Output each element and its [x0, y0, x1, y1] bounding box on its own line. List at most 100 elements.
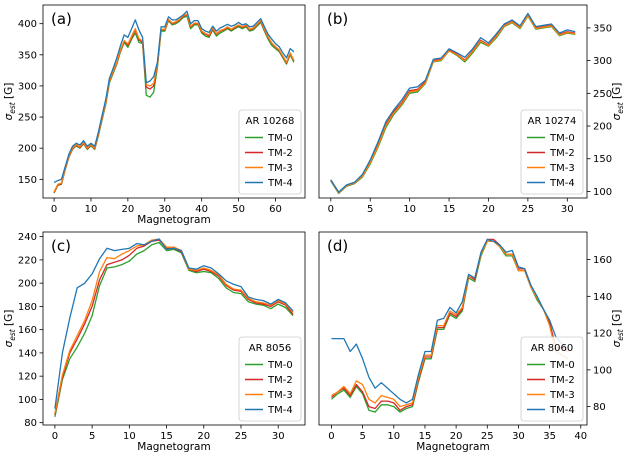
x-tick-label: 30 — [561, 204, 574, 215]
legend: AR 8060 TM-0 TM-2 TM-3 TM-4 — [520, 336, 584, 422]
y-tick-label: 240 — [18, 232, 37, 243]
x-tick-label: 5 — [359, 431, 365, 442]
legend-title: AR 8056 — [249, 343, 291, 354]
legend-entry-tm-3: TM-3 — [267, 163, 293, 174]
y-axis-label-subscript: est — [616, 101, 625, 114]
y-tick-label: 400 — [18, 19, 37, 30]
chart-panel-4: 0 5 10 15 20 25 30 35 40 80 100 120 140 160 Magnetogra… — [318, 231, 625, 453]
x-tick-label: 20 — [197, 431, 210, 442]
legend-entry-tm-3: TM-3 — [549, 163, 575, 174]
legend-title: AR 8060 — [531, 343, 573, 354]
legend-box — [238, 109, 302, 195]
y-axis-label-unit: [G] — [611, 310, 623, 330]
legend-entry-tm-4: TM-4 — [549, 178, 575, 189]
x-tick-label: 15 — [443, 204, 456, 215]
y-tick-label: 100 — [18, 395, 37, 406]
x-tick-label: 10 — [85, 204, 98, 215]
x-tick-label: 10 — [403, 204, 416, 215]
y-tick-label: 300 — [18, 81, 37, 92]
series-line-tm-4 — [54, 238, 294, 409]
y-tick-label: 150 — [18, 175, 37, 186]
legend-title: AR 10274 — [528, 116, 577, 127]
legend-entry-tm-0: TM-0 — [549, 360, 575, 371]
y-axis-label-symbol: σ — [611, 113, 623, 120]
chart-panel-3: 0 5 10 15 20 25 30 80 100 120 140 160 180 200 220 240 Ma… — [3, 231, 306, 453]
x-tick-label: 30 — [272, 431, 285, 442]
series-group — [331, 238, 569, 413]
series-group — [53, 10, 295, 194]
legend-entry-tm-3: TM-3 — [549, 390, 575, 401]
y-tick-label: 200 — [593, 122, 612, 133]
x-tick-label: 0 — [51, 204, 57, 215]
series-group — [330, 12, 576, 195]
y-axis-label-subscript: est — [8, 101, 17, 114]
legend-entry-tm-2: TM-2 — [549, 148, 575, 159]
y-tick-label: 140 — [593, 292, 612, 303]
x-tick-label: 0 — [328, 204, 334, 215]
legend-entry-tm-4: TM-4 — [549, 405, 575, 416]
legend-box — [520, 109, 584, 195]
y-tick-label: 200 — [18, 279, 37, 290]
x-tick-label: 30 — [158, 204, 171, 215]
x-tick-label: 0 — [52, 431, 58, 442]
y-tick-label: 100 — [593, 187, 612, 198]
y-tick-label: 220 — [18, 255, 37, 266]
y-tick-label: 160 — [18, 325, 37, 336]
y-axis-label-symbol: σ — [3, 340, 15, 347]
x-tick-label: 10 — [387, 431, 400, 442]
legend-entry-tm-0: TM-0 — [267, 360, 293, 371]
y-tick-label: 250 — [593, 89, 612, 100]
axes-frame — [318, 4, 588, 199]
x-tick-label: 30 — [512, 431, 525, 442]
x-tick-label: 15 — [419, 431, 432, 442]
x-tick-label: 60 — [269, 204, 282, 215]
x-tick-label: 25 — [235, 431, 248, 442]
y-axis-label: σest [G] — [611, 83, 625, 121]
y-axis-label-unit: [G] — [611, 83, 623, 103]
x-axis-label: Magnetogram — [137, 441, 210, 453]
x-tick-label: 10 — [123, 431, 136, 442]
y-tick-label: 350 — [593, 23, 612, 34]
series-line-tm-4 — [331, 238, 569, 404]
y-tick-label: 180 — [18, 302, 37, 313]
y-tick-label: 300 — [593, 56, 612, 67]
legend-entry-tm-2: TM-2 — [267, 375, 293, 386]
x-tick-label: 25 — [481, 431, 494, 442]
x-tick-label: 40 — [195, 204, 208, 215]
y-tick-label: 120 — [18, 372, 37, 383]
y-axis-label-symbol: σ — [611, 340, 623, 347]
panel-label: (a) — [51, 10, 72, 28]
y-tick-label: 200 — [18, 144, 37, 155]
y-tick-label: 350 — [18, 50, 37, 61]
legend-box — [238, 336, 302, 422]
series-line-tm-3 — [53, 13, 295, 193]
y-axis-label-subscript: est — [8, 328, 17, 341]
legend-title: AR 10268 — [246, 116, 295, 127]
y-tick-label: 120 — [593, 329, 612, 340]
series-line-tm-0 — [54, 241, 294, 418]
y-axis-label-unit: [G] — [3, 310, 15, 330]
x-tick-label: 5 — [367, 204, 373, 215]
series-line-tm-3 — [54, 238, 294, 414]
x-axis-label: Magnetogram — [416, 441, 489, 453]
legend-entry-tm-0: TM-0 — [267, 133, 293, 144]
panel-label: (b) — [327, 10, 348, 28]
legend-entry-tm-2: TM-2 — [549, 375, 575, 386]
chart-panel-1: 0 10 20 30 40 50 60 150 200 250 300 350 400 Magnetogr… — [3, 4, 306, 226]
legend-box — [520, 336, 584, 422]
y-axis-label: σest [G] — [611, 310, 625, 348]
y-axis-label: σest [G] — [3, 83, 17, 121]
y-tick-label: 250 — [18, 113, 37, 124]
y-tick-label: 100 — [593, 365, 612, 376]
axes-frame — [42, 231, 306, 426]
x-tick-label: 20 — [122, 204, 135, 215]
x-tick-label: 5 — [89, 431, 95, 442]
y-tick-label: 150 — [593, 154, 612, 165]
x-tick-label: 35 — [543, 431, 556, 442]
x-tick-label: 40 — [574, 431, 587, 442]
legend: AR 10268 TM-0 TM-2 TM-3 TM-4 — [238, 109, 302, 195]
y-tick-label: 80 — [24, 418, 37, 429]
y-tick-label: 140 — [18, 348, 37, 359]
y-axis-label-unit: [G] — [3, 83, 15, 103]
